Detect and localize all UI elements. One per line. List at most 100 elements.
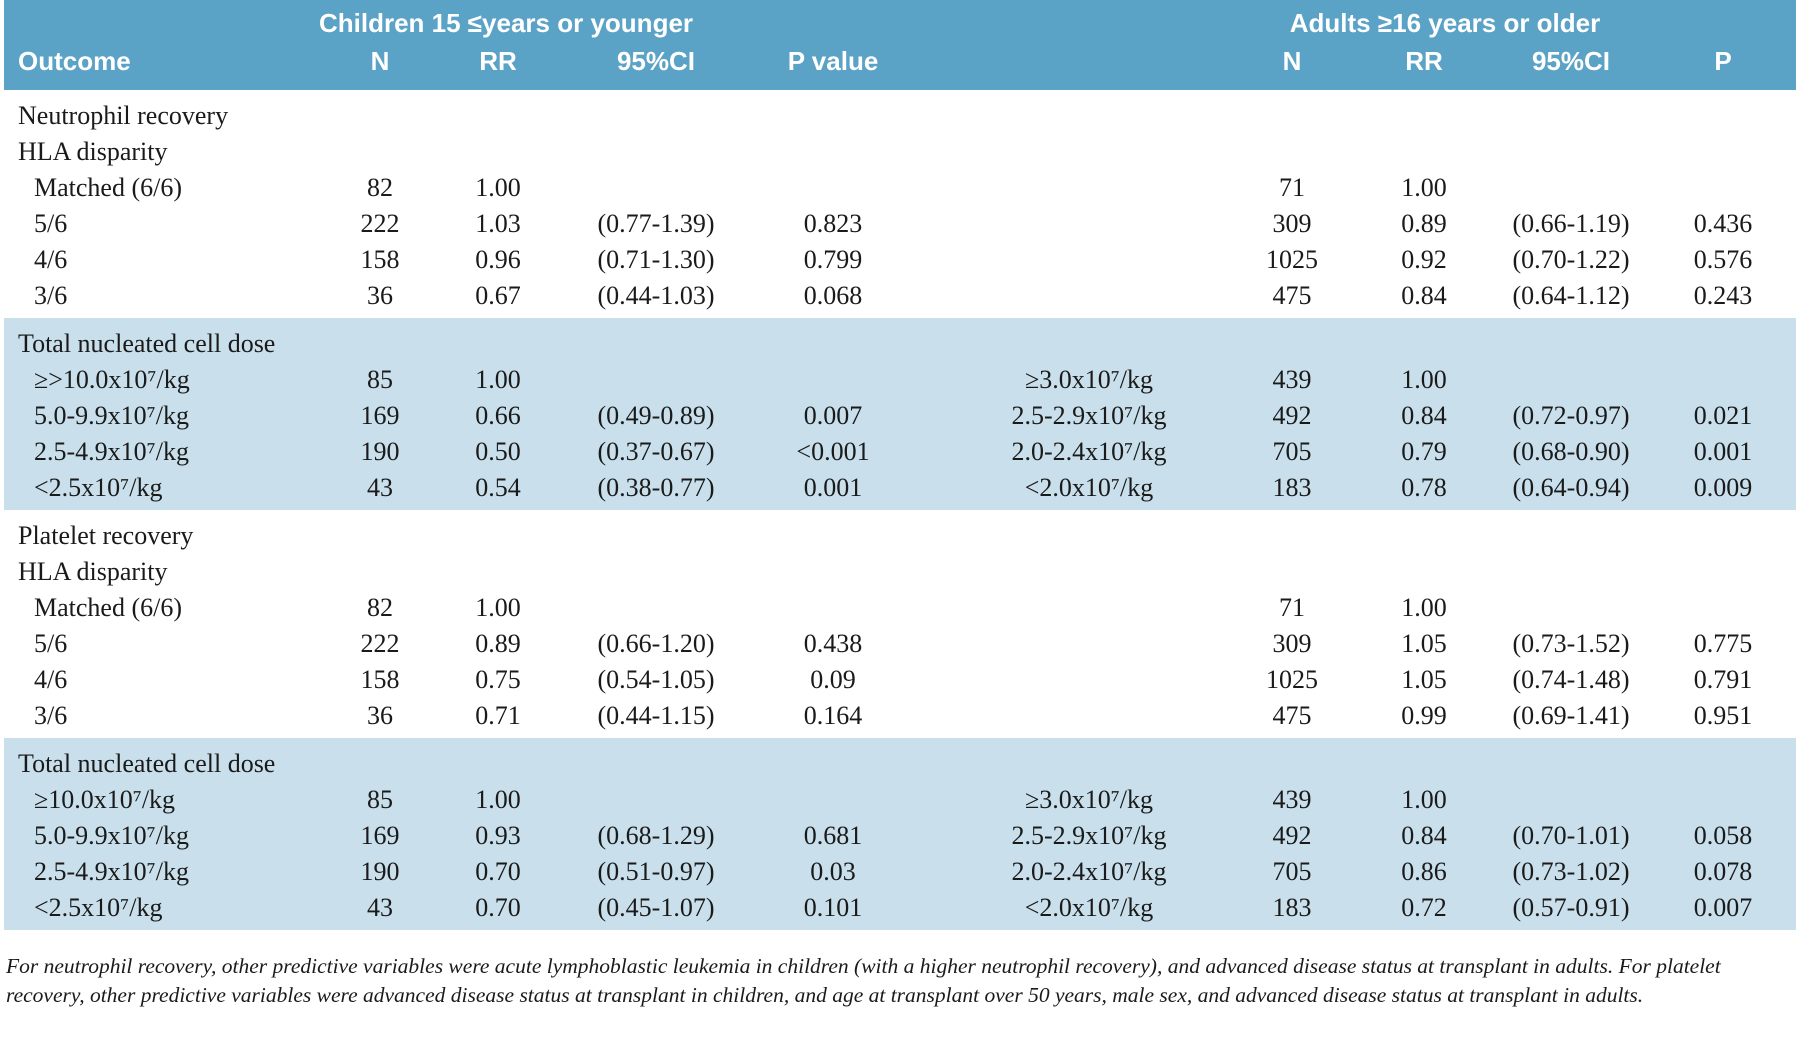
row-label: <2.5x10⁷/kg (34, 473, 163, 502)
row-label: <2.5x10⁷/kg (34, 893, 163, 922)
table-cell: 0.951 (1693, 701, 1753, 730)
table-cell: 169 (360, 401, 400, 430)
table-cell: 0.007 (1693, 893, 1753, 922)
table-row: Neutrophil recovery (4, 98, 1796, 134)
table-cell: 2.5-2.9x10⁷/kg (1011, 821, 1167, 850)
table-cell: (0.66-1.19) (1512, 209, 1630, 238)
table-row: HLA disparity (4, 554, 1796, 590)
table-cell: 0.67 (475, 281, 521, 310)
table-cell: 0.775 (1693, 629, 1753, 658)
table-cell: 0.71 (475, 701, 521, 730)
table-cell: 1.00 (1401, 173, 1447, 202)
row-label: 4/6 (34, 665, 68, 694)
table-cell: 0.89 (475, 629, 521, 658)
footnote: For neutrophil recovery, other predictiv… (6, 954, 1721, 1007)
table-cell: 0.009 (1693, 473, 1753, 502)
table-cell: 0.86 (1401, 857, 1447, 886)
row-label: 3/6 (34, 701, 68, 730)
table-cell: 2.5-2.9x10⁷/kg (1011, 401, 1167, 430)
column-header: P (1714, 46, 1732, 76)
table-cell: 85 (367, 365, 393, 394)
section-label: HLA disparity (18, 557, 168, 586)
table-cell: 0.99 (1401, 701, 1447, 730)
table-row: <2.5x10⁷/kg 43 0.70 (0.45-1.07) 0.101 <2.0x10… (4, 890, 1796, 926)
table-cell: 0.84 (1401, 401, 1447, 430)
table-section: Platelet recovery HLA disparity Matched (6… (4, 510, 1796, 738)
table-cell: 0.438 (803, 629, 863, 658)
table-cell: (0.64-0.94) (1512, 473, 1630, 502)
table-cell: 169 (360, 821, 400, 850)
table-row: 5/6 222 1.03 (0.77-1.39) 0.823 309 0.89 (0.66-1… (4, 206, 1796, 242)
table-cell: 0.70 (475, 857, 521, 886)
table-cell: (0.77-1.39) (597, 209, 715, 238)
table-cell: 36 (367, 281, 393, 310)
table-cell: 1025 (1266, 665, 1318, 694)
table-cell: 0.79 (1401, 437, 1447, 466)
table-row: 5/6 222 0.89 (0.66-1.20) 0.438 309 1.05 (0.73-1… (4, 626, 1796, 662)
section-label: Platelet recovery (18, 521, 194, 550)
table-cell: (0.70-1.22) (1512, 245, 1630, 274)
table: Children 15 ≤years or younger Adults ≥16 … (4, 0, 1796, 930)
column-header: N (370, 46, 390, 76)
column-header: N (1282, 46, 1302, 76)
table-cell: 0.09 (810, 665, 856, 694)
table-cell: (0.73-1.52) (1512, 629, 1630, 658)
table-cell: (0.69-1.41) (1512, 701, 1630, 730)
table-row: Total nucleated cell dose (4, 746, 1796, 782)
table-cell: (0.70-1.01) (1512, 821, 1630, 850)
section-label: Neutrophil recovery (18, 101, 229, 130)
table-cell: (0.54-1.05) (597, 665, 715, 694)
table-cell: 0.576 (1693, 245, 1753, 274)
section-label: Total nucleated cell dose (18, 749, 276, 778)
table-cell: 222 (360, 629, 400, 658)
table-cell: 0.89 (1401, 209, 1447, 238)
row-label: 5/6 (34, 629, 68, 658)
table-cell: ≥3.0x10⁷/kg (1024, 785, 1154, 814)
table-cell: 1.00 (475, 593, 521, 622)
table-cell: 190 (360, 857, 400, 886)
table-row: Matched (6/6) 82 1.00 71 1.00 (4, 170, 1796, 206)
table-cell: 82 (367, 593, 393, 622)
table-cell: 0.96 (475, 245, 521, 274)
table-cell: 0.799 (803, 245, 863, 274)
table-cell: 492 (1272, 821, 1312, 850)
table-cell: (0.74-1.48) (1512, 665, 1630, 694)
table-cell: (0.37-0.67) (597, 437, 715, 466)
table-cell: 222 (360, 209, 400, 238)
table-row: <2.5x10⁷/kg 43 0.54 (0.38-0.77) 0.001 <2.0x10… (4, 470, 1796, 506)
table-section: Total nucleated cell dose ≥>10.0x10⁷/kg 85… (4, 318, 1796, 510)
row-label: 5.0-9.9x10⁷/kg (34, 401, 189, 430)
table-cell: 36 (367, 701, 393, 730)
table-cell: 492 (1272, 401, 1312, 430)
table-cell: 183 (1272, 473, 1312, 502)
table-cell: 1.05 (1401, 629, 1447, 658)
table-cell: 2.0-2.4x10⁷/kg (1011, 437, 1167, 466)
table-cell: (0.71-1.30) (597, 245, 715, 274)
table-cell: 82 (367, 173, 393, 202)
table-cell: 0.001 (1693, 437, 1753, 466)
table-cell: (0.38-0.77) (597, 473, 715, 502)
table-cell: 705 (1272, 437, 1312, 466)
table-cell: 0.78 (1401, 473, 1447, 502)
table-row: 2.5-4.9x10⁷/kg 190 0.70 (0.51-0.97) 0.03 2.0-… (4, 854, 1796, 890)
table-cell: 0.078 (1693, 857, 1753, 886)
table-cell: 71 (1279, 593, 1305, 622)
table-row: Platelet recovery (4, 518, 1796, 554)
table-cell: 475 (1272, 701, 1312, 730)
table-cell: 0.66 (475, 401, 521, 430)
table-cell: 0.101 (803, 893, 863, 922)
table-cell: 71 (1279, 173, 1305, 202)
table-cell: (0.44-1.15) (597, 701, 715, 730)
table-row: Total nucleated cell dose (4, 326, 1796, 362)
table-cell: 0.92 (1401, 245, 1447, 274)
table-cell: 183 (1272, 893, 1312, 922)
table-cell: 43 (367, 473, 393, 502)
section-label: Total nucleated cell dose (18, 329, 276, 358)
column-header: 95%CI (1531, 46, 1611, 76)
table-cell: 43 (367, 893, 393, 922)
row-label: 3/6 (34, 281, 68, 310)
table-header: Children 15 ≤years or younger Adults ≥16 … (4, 0, 1796, 90)
table-cell: 0.791 (1693, 665, 1753, 694)
table-row: ≥10.0x10⁷/kg 85 1.00 ≥3.0x10⁷/kg 439 1.00 (4, 782, 1796, 818)
table-cell: 0.068 (803, 281, 863, 310)
